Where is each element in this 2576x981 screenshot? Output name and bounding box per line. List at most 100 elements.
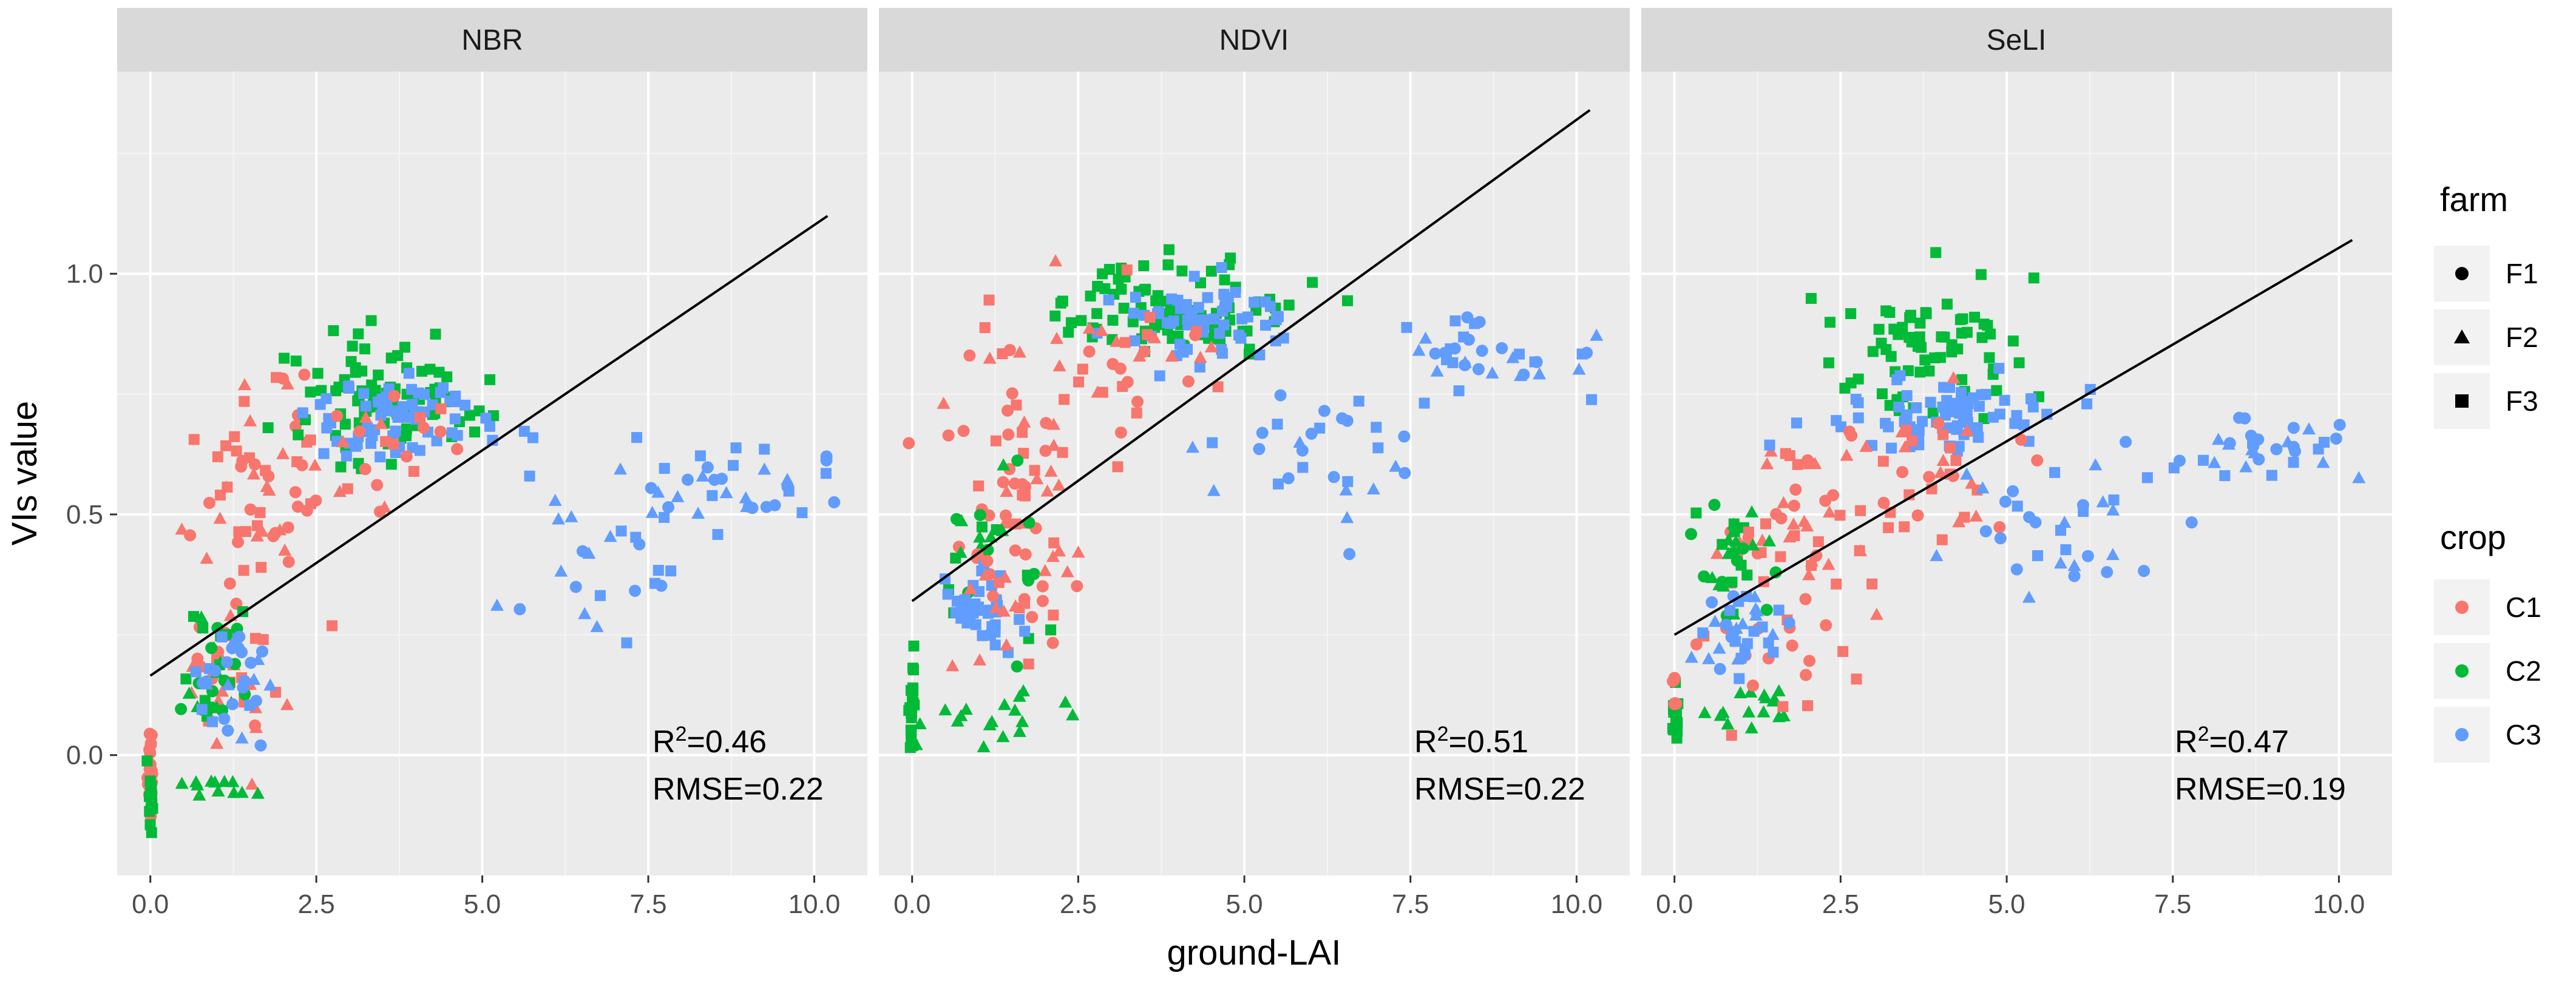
y-axis-ticks: 0.0 0.5 1.0 [66,259,117,770]
point-c3-square [2266,470,2277,481]
point-c1-triangle [1961,423,1974,436]
point-c2-square [143,791,155,803]
point-c1-square [1011,399,1022,411]
point-c2-circle [205,642,218,655]
point-c1-circle [963,349,976,362]
point-c2-triangle [1744,721,1758,733]
point-c2-square [197,622,209,634]
point-c1-square [1017,426,1028,438]
x-tick-label: 2.5 [1060,889,1097,919]
point-c3-square [1514,348,1525,360]
point-c3-square [1993,363,2005,374]
point-c3-square [190,666,202,678]
point-c1-square [1945,442,1956,454]
point-c1-square [212,451,223,462]
point-c3-triangle [1960,467,1974,480]
point-c1-square [1936,534,1948,545]
point-c3-square [2025,393,2037,405]
point-c3-square [631,432,643,443]
point-c1-triangle [280,698,294,710]
point-c1-triangle [946,659,960,672]
point-c3-square [1372,442,1384,454]
point-c3-square [1130,291,1141,303]
point-c1-triangle [1786,517,1800,530]
point-c3-square [518,425,530,437]
x-tick-label: 0.0 [893,889,930,919]
point-c1-triangle [983,351,997,364]
point-c1-square [291,456,303,468]
point-c2-circle [974,508,986,521]
point-c2-triangle [1772,684,1786,696]
point-c3-square [397,401,408,413]
point-c1-square [435,403,447,414]
point-c2-square [1065,317,1077,328]
point-c1-triangle [238,378,252,391]
point-c2-triangle [977,740,991,753]
point-c3-circle [209,664,222,677]
point-c1-square [342,483,353,494]
point-c3-square [796,507,808,519]
point-c3-square [2032,550,2043,561]
point-c2-square [2028,272,2039,284]
point-c2-square [1118,302,1130,314]
point-c1-square [1059,394,1070,405]
point-c3-square [1724,605,1735,616]
point-c3-square [1943,406,1954,417]
x-tick-label: 7.5 [629,889,666,919]
point-c1-square [973,480,985,491]
point-c3-square [318,448,330,459]
point-c1-square [222,481,233,493]
point-c3-square [759,443,770,455]
point-c3-square [1154,370,1165,382]
point-c3-square [1217,348,1229,359]
point-c1-circle [1668,672,1681,684]
point-c3-triangle [671,490,685,502]
point-c1-circle [2031,454,2044,467]
point-c1-triangle [1204,340,1218,352]
point-c1-square [1014,602,1025,614]
point-c3-square [1911,402,1922,414]
point-c2-triangle [959,703,973,715]
point-c1-square [1057,447,1068,458]
point-c1-triangle [211,645,225,658]
point-c3-circle [222,724,234,737]
point-c1-circle [1121,376,1134,388]
point-c3-triangle [1207,484,1221,496]
point-c3-square [372,396,384,408]
legend-f1-label: F1 [2506,258,2538,289]
point-c2-triangle [909,738,923,750]
point-c1-circle [353,425,366,438]
point-c3-circle [254,739,267,752]
point-c2-square [464,410,475,421]
strip-seli [1641,8,2392,72]
fit-line-ndvi [911,109,1591,602]
point-c1-square [1097,386,1108,398]
point-c1-triangle [260,479,274,492]
legend-f3-square-icon [2455,394,2469,408]
point-c2-triangle [984,530,998,542]
point-c2-square [385,352,397,364]
point-c3-square [403,368,415,379]
r2-label-nbr: R2=0.46 [652,723,767,760]
point-c2-square [305,386,316,398]
point-c3-square [484,420,495,432]
r2-label-ndvi: R2=0.51 [1414,723,1528,760]
point-c3-square [320,393,332,405]
point-c1-circle [1789,483,1802,496]
point-c1-square [220,440,232,451]
point-c3-square [1951,420,1963,431]
point-c2-square [180,673,192,685]
point-c3-square [730,442,742,454]
point-c3-circle [226,698,239,710]
point-c1-triangle [1110,334,1124,347]
point-c1-triangle [989,601,1003,613]
point-c3-triangle [2022,590,2036,603]
y-tick-label: 0.0 [66,741,103,770]
point-c3-circle [1473,315,1486,328]
point-c3-circle [2081,550,2094,562]
point-c3-circle [1256,426,1269,439]
point-c1-triangle [213,511,227,524]
point-c2-square [328,325,339,337]
point-c2-triangle [1015,715,1029,727]
point-c2-circle [1011,454,1024,467]
